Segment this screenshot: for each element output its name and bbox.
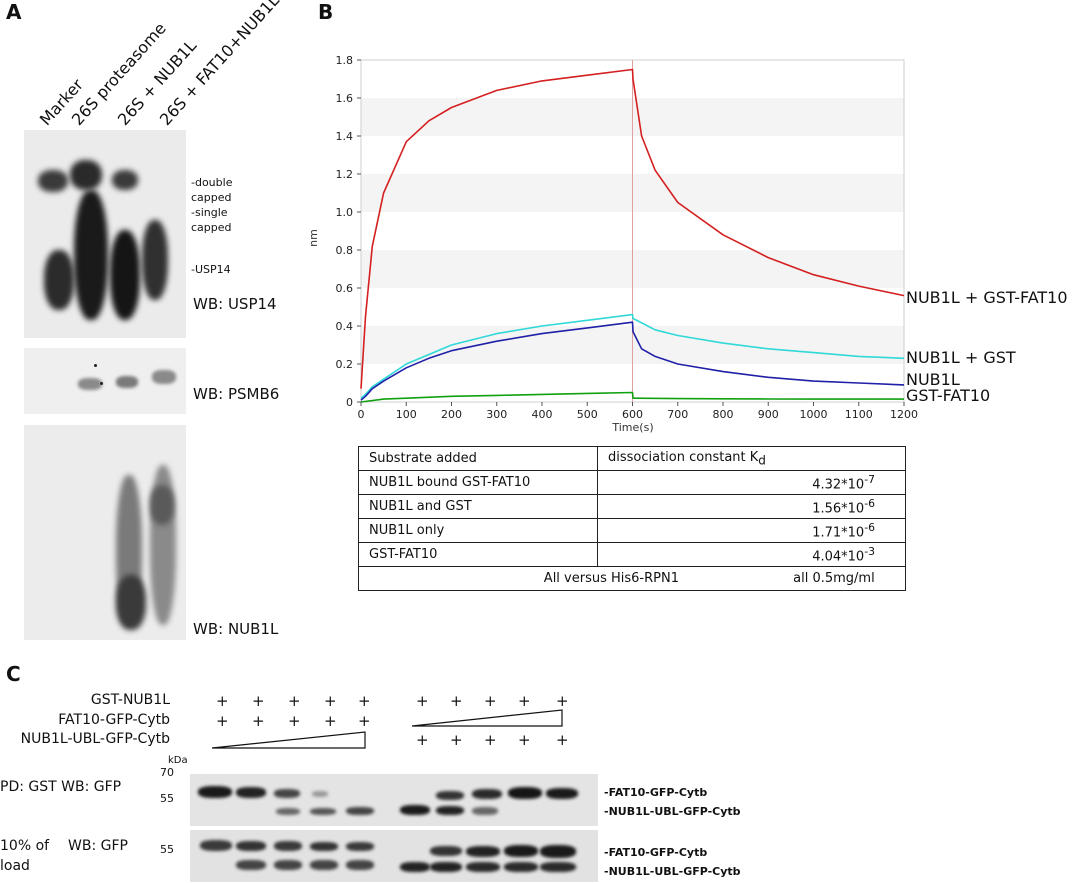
- x-tick-label: 1000: [800, 408, 828, 421]
- kda-label: kDa: [168, 755, 188, 766]
- table-footer-row: All versus His6-RPN1 all 0.5mg/ml: [358, 566, 906, 591]
- plus-sign: +: [518, 692, 531, 710]
- marker-55-blot2: 55: [160, 843, 174, 856]
- legend-nub1l: NUB1L: [906, 370, 960, 389]
- blot2-label-b: load: [0, 858, 30, 874]
- plus-sign: +: [416, 731, 429, 749]
- row-label-nub1l-ubl-gfp-cytb: NUB1L-UBL-GFP-Cytb: [20, 731, 170, 747]
- band-label-ubl-blot1: -NUB1L-UBL-GFP-Cytb: [604, 805, 741, 818]
- blot2-wb-label: WB: GFP: [68, 838, 128, 854]
- plus-sign: +: [358, 712, 371, 730]
- plus-sign: +: [252, 712, 265, 730]
- blot1-label: PD: GST WB: GFP: [0, 779, 122, 795]
- x-tick-label: 700: [667, 408, 688, 421]
- wb-nub1l-label: WB: NUB1L: [193, 620, 279, 638]
- x-tick-label: 1200: [890, 408, 918, 421]
- chart-xlabel: Time(s): [611, 421, 653, 434]
- titration-wedge-left: [211, 731, 366, 749]
- band-label-fat10-blot1: -FAT10-GFP-Cytb: [604, 786, 708, 799]
- row-label-fat10-gfp-cytb: FAT10-GFP-Cytb: [58, 712, 170, 728]
- band-label-ubl-blot2: -NUB1L-UBL-GFP-Cytb: [604, 865, 741, 878]
- panel-b-letter: B: [318, 0, 334, 24]
- plus-sign: +: [556, 692, 569, 710]
- panel-c-letter: C: [6, 662, 21, 686]
- band-label-fat10-blot2: -FAT10-GFP-Cytb: [604, 846, 708, 859]
- legend-nub1l-gst-fat10: NUB1L + GST-FAT10: [906, 288, 1068, 307]
- y-tick-label: 0.2: [336, 358, 354, 371]
- marker-70: 70: [160, 766, 174, 779]
- table-row: NUB1L and GST 1.56*10-6: [358, 494, 906, 519]
- table-row: NUB1L bound GST-FAT10 4.32*10-7: [358, 470, 906, 495]
- table-footer-right: all 0.5mg/ml: [793, 571, 875, 586]
- wb-usp14-label: WB: USP14: [193, 295, 277, 313]
- y-tick-label: 0.6: [336, 282, 354, 295]
- y-tick-label: 1.6: [336, 92, 354, 105]
- y-tick-label: 1.8: [336, 54, 354, 67]
- marker-55-blot1: 55: [160, 792, 174, 805]
- usp14-band-annotation: -USP14: [191, 263, 231, 276]
- table-row: GST-FAT10 4.04*10-3: [358, 542, 906, 567]
- kd-table: Substrate added dissociation constant Kd…: [358, 446, 906, 591]
- table-header-kd: dissociation constant Kd: [597, 446, 906, 471]
- plus-sign: +: [216, 712, 229, 730]
- x-tick-label: 500: [577, 408, 598, 421]
- plus-sign: +: [450, 731, 463, 749]
- plus-sign: +: [252, 692, 265, 710]
- series-line-nub1l-gst-fat10: [360, 68, 905, 389]
- table-row: NUB1L only 1.71*10-6: [358, 518, 906, 543]
- plus-sign: +: [358, 692, 371, 710]
- plus-sign: +: [288, 712, 301, 730]
- x-tick-label: 1100: [845, 408, 873, 421]
- y-tick-label: 0.8: [336, 244, 354, 257]
- plus-sign: +: [518, 731, 531, 749]
- series-line-gst-fat10: [360, 391, 904, 403]
- x-tick-label: 100: [396, 408, 417, 421]
- y-tick-label: 0: [346, 396, 353, 409]
- plus-sign: +: [216, 692, 229, 710]
- blot-pulldown: [190, 774, 598, 826]
- x-tick-label: 600: [622, 408, 643, 421]
- wb-psmb6-label: WB: PSMB6: [193, 385, 280, 403]
- binding-kinetics-chart: 0 0.2 0.4 0.6 0.8 1.0 1.2 1.4 1.6 1.8 0 100 200 300 40…: [307, 54, 918, 434]
- blot-nub1l: [24, 425, 186, 640]
- blot-psmb6: [24, 348, 186, 414]
- plus-sign: +: [556, 731, 569, 749]
- x-tick-label: 800: [713, 408, 734, 421]
- table-header-substrate: Substrate added: [358, 446, 598, 471]
- x-tick-label: 300: [486, 408, 507, 421]
- table-header-row: Substrate added dissociation constant Kd: [358, 446, 906, 471]
- usp14-annotations: -double capped -single capped: [191, 176, 233, 234]
- titration-wedge-right: [411, 709, 563, 727]
- table-footer-left: All versus His6-RPN1: [543, 571, 679, 586]
- x-tick-label: 200: [441, 408, 462, 421]
- x-tick-label: 0: [358, 408, 365, 421]
- y-tick-label: 1.2: [336, 168, 354, 181]
- series-line-nub1l: [360, 321, 905, 401]
- y-tick-label: 1.0: [336, 206, 354, 219]
- x-tick-label: 900: [758, 408, 779, 421]
- blot-load: [190, 830, 598, 882]
- y-tick-label: 1.4: [336, 130, 354, 143]
- blot2-label-a: 10% of: [0, 838, 50, 854]
- plus-sign: +: [288, 692, 301, 710]
- plus-sign: +: [416, 692, 429, 710]
- blot-usp14: [24, 130, 186, 338]
- plus-sign: +: [484, 692, 497, 710]
- legend-gst-fat10: GST-FAT10: [906, 386, 991, 405]
- row-label-gst-nub1l: GST-NUB1L: [90, 692, 170, 708]
- plus-sign: +: [324, 712, 337, 730]
- plus-sign: +: [324, 692, 337, 710]
- x-tick-label: 400: [532, 408, 553, 421]
- y-tick-label: 0.4: [336, 320, 354, 333]
- plus-sign: +: [484, 731, 497, 749]
- plus-sign: +: [450, 692, 463, 710]
- chart-ylabel: nm: [307, 229, 320, 247]
- legend-nub1l-gst: NUB1L + GST: [906, 348, 1016, 367]
- panel-a-letter: A: [6, 0, 22, 24]
- series-line-nub1l-gst: [360, 313, 905, 399]
